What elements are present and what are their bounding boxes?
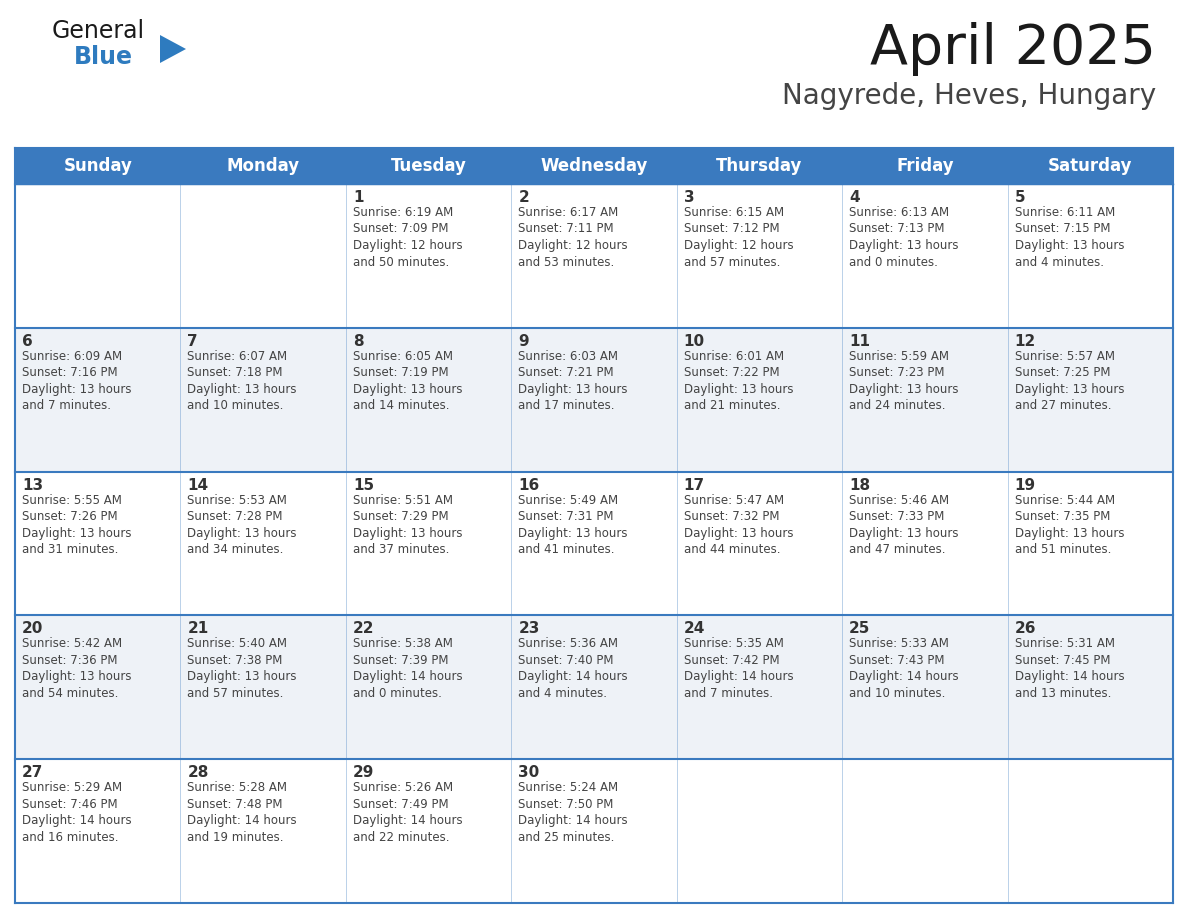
Text: Sunrise: 5:57 AM
Sunset: 7:25 PM
Daylight: 13 hours
and 27 minutes.: Sunrise: 5:57 AM Sunset: 7:25 PM Dayligh… [1015, 350, 1124, 412]
Text: Sunrise: 5:28 AM
Sunset: 7:48 PM
Daylight: 14 hours
and 19 minutes.: Sunrise: 5:28 AM Sunset: 7:48 PM Dayligh… [188, 781, 297, 844]
Text: Sunrise: 5:46 AM
Sunset: 7:33 PM
Daylight: 13 hours
and 47 minutes.: Sunrise: 5:46 AM Sunset: 7:33 PM Dayligh… [849, 494, 959, 556]
Text: 7: 7 [188, 334, 198, 349]
Polygon shape [160, 35, 187, 63]
Text: General: General [52, 19, 145, 43]
Text: 26: 26 [1015, 621, 1036, 636]
Text: Sunrise: 6:05 AM
Sunset: 7:19 PM
Daylight: 13 hours
and 14 minutes.: Sunrise: 6:05 AM Sunset: 7:19 PM Dayligh… [353, 350, 462, 412]
Text: Sunrise: 5:33 AM
Sunset: 7:43 PM
Daylight: 14 hours
and 10 minutes.: Sunrise: 5:33 AM Sunset: 7:43 PM Dayligh… [849, 637, 959, 700]
Bar [15, 184, 1173, 328]
Text: 14: 14 [188, 477, 209, 493]
Text: 27: 27 [23, 766, 44, 780]
Text: 24: 24 [684, 621, 706, 636]
Text: Sunrise: 6:13 AM
Sunset: 7:13 PM
Daylight: 13 hours
and 0 minutes.: Sunrise: 6:13 AM Sunset: 7:13 PM Dayligh… [849, 206, 959, 268]
Text: Sunrise: 6:07 AM
Sunset: 7:18 PM
Daylight: 13 hours
and 10 minutes.: Sunrise: 6:07 AM Sunset: 7:18 PM Dayligh… [188, 350, 297, 412]
Text: 1: 1 [353, 190, 364, 205]
Bar [15, 759, 1173, 903]
Text: 29: 29 [353, 766, 374, 780]
Text: Sunrise: 5:36 AM
Sunset: 7:40 PM
Daylight: 14 hours
and 4 minutes.: Sunrise: 5:36 AM Sunset: 7:40 PM Dayligh… [518, 637, 628, 700]
Text: 8: 8 [353, 334, 364, 349]
Text: 17: 17 [684, 477, 704, 493]
Text: 13: 13 [23, 477, 43, 493]
Bar [15, 148, 1173, 184]
Text: Sunrise: 5:53 AM
Sunset: 7:28 PM
Daylight: 13 hours
and 34 minutes.: Sunrise: 5:53 AM Sunset: 7:28 PM Dayligh… [188, 494, 297, 556]
Text: Sunday: Sunday [63, 157, 132, 175]
Text: 16: 16 [518, 477, 539, 493]
Text: 6: 6 [23, 334, 33, 349]
Text: 22: 22 [353, 621, 374, 636]
Text: 21: 21 [188, 621, 209, 636]
Text: Sunrise: 6:15 AM
Sunset: 7:12 PM
Daylight: 12 hours
and 57 minutes.: Sunrise: 6:15 AM Sunset: 7:12 PM Dayligh… [684, 206, 794, 268]
Text: Sunrise: 6:01 AM
Sunset: 7:22 PM
Daylight: 13 hours
and 21 minutes.: Sunrise: 6:01 AM Sunset: 7:22 PM Dayligh… [684, 350, 794, 412]
Text: Sunrise: 6:19 AM
Sunset: 7:09 PM
Daylight: 12 hours
and 50 minutes.: Sunrise: 6:19 AM Sunset: 7:09 PM Dayligh… [353, 206, 462, 268]
Text: 19: 19 [1015, 477, 1036, 493]
Text: Saturday: Saturday [1048, 157, 1132, 175]
Text: 12: 12 [1015, 334, 1036, 349]
Text: 28: 28 [188, 766, 209, 780]
Text: 11: 11 [849, 334, 870, 349]
Text: 25: 25 [849, 621, 871, 636]
Text: 20: 20 [23, 621, 44, 636]
Text: Friday: Friday [896, 157, 954, 175]
Text: Sunrise: 5:55 AM
Sunset: 7:26 PM
Daylight: 13 hours
and 31 minutes.: Sunrise: 5:55 AM Sunset: 7:26 PM Dayligh… [23, 494, 132, 556]
Text: Sunrise: 5:59 AM
Sunset: 7:23 PM
Daylight: 13 hours
and 24 minutes.: Sunrise: 5:59 AM Sunset: 7:23 PM Dayligh… [849, 350, 959, 412]
Text: 15: 15 [353, 477, 374, 493]
Bar [15, 328, 1173, 472]
Text: Sunrise: 5:38 AM
Sunset: 7:39 PM
Daylight: 14 hours
and 0 minutes.: Sunrise: 5:38 AM Sunset: 7:39 PM Dayligh… [353, 637, 462, 700]
Text: Sunrise: 6:09 AM
Sunset: 7:16 PM
Daylight: 13 hours
and 7 minutes.: Sunrise: 6:09 AM Sunset: 7:16 PM Dayligh… [23, 350, 132, 412]
Text: Sunrise: 5:44 AM
Sunset: 7:35 PM
Daylight: 13 hours
and 51 minutes.: Sunrise: 5:44 AM Sunset: 7:35 PM Dayligh… [1015, 494, 1124, 556]
Bar [15, 615, 1173, 759]
Text: Sunrise: 5:47 AM
Sunset: 7:32 PM
Daylight: 13 hours
and 44 minutes.: Sunrise: 5:47 AM Sunset: 7:32 PM Dayligh… [684, 494, 794, 556]
Text: Sunrise: 5:31 AM
Sunset: 7:45 PM
Daylight: 14 hours
and 13 minutes.: Sunrise: 5:31 AM Sunset: 7:45 PM Dayligh… [1015, 637, 1124, 700]
Text: 4: 4 [849, 190, 860, 205]
Text: Nagyrede, Heves, Hungary: Nagyrede, Heves, Hungary [782, 82, 1156, 110]
Text: Blue: Blue [74, 45, 133, 69]
Text: Sunrise: 5:51 AM
Sunset: 7:29 PM
Daylight: 13 hours
and 37 minutes.: Sunrise: 5:51 AM Sunset: 7:29 PM Dayligh… [353, 494, 462, 556]
Text: April 2025: April 2025 [870, 22, 1156, 76]
Text: Sunrise: 6:11 AM
Sunset: 7:15 PM
Daylight: 13 hours
and 4 minutes.: Sunrise: 6:11 AM Sunset: 7:15 PM Dayligh… [1015, 206, 1124, 268]
Text: Wednesday: Wednesday [541, 157, 647, 175]
Text: Sunrise: 5:35 AM
Sunset: 7:42 PM
Daylight: 14 hours
and 7 minutes.: Sunrise: 5:35 AM Sunset: 7:42 PM Dayligh… [684, 637, 794, 700]
Text: Sunrise: 5:42 AM
Sunset: 7:36 PM
Daylight: 13 hours
and 54 minutes.: Sunrise: 5:42 AM Sunset: 7:36 PM Dayligh… [23, 637, 132, 700]
Text: Monday: Monday [227, 157, 299, 175]
Text: 2: 2 [518, 190, 529, 205]
Text: 3: 3 [684, 190, 694, 205]
Text: 9: 9 [518, 334, 529, 349]
Text: 18: 18 [849, 477, 871, 493]
Text: Sunrise: 5:49 AM
Sunset: 7:31 PM
Daylight: 13 hours
and 41 minutes.: Sunrise: 5:49 AM Sunset: 7:31 PM Dayligh… [518, 494, 627, 556]
Text: Sunrise: 5:29 AM
Sunset: 7:46 PM
Daylight: 14 hours
and 16 minutes.: Sunrise: 5:29 AM Sunset: 7:46 PM Dayligh… [23, 781, 132, 844]
Text: 5: 5 [1015, 190, 1025, 205]
Text: Tuesday: Tuesday [391, 157, 467, 175]
Text: Sunrise: 5:24 AM
Sunset: 7:50 PM
Daylight: 14 hours
and 25 minutes.: Sunrise: 5:24 AM Sunset: 7:50 PM Dayligh… [518, 781, 628, 844]
Text: 10: 10 [684, 334, 704, 349]
Text: 23: 23 [518, 621, 539, 636]
Text: 30: 30 [518, 766, 539, 780]
Text: Sunrise: 6:17 AM
Sunset: 7:11 PM
Daylight: 12 hours
and 53 minutes.: Sunrise: 6:17 AM Sunset: 7:11 PM Dayligh… [518, 206, 628, 268]
Text: Thursday: Thursday [716, 157, 803, 175]
Bar [15, 472, 1173, 615]
Text: Sunrise: 5:26 AM
Sunset: 7:49 PM
Daylight: 14 hours
and 22 minutes.: Sunrise: 5:26 AM Sunset: 7:49 PM Dayligh… [353, 781, 462, 844]
Text: Sunrise: 5:40 AM
Sunset: 7:38 PM
Daylight: 13 hours
and 57 minutes.: Sunrise: 5:40 AM Sunset: 7:38 PM Dayligh… [188, 637, 297, 700]
Text: Sunrise: 6:03 AM
Sunset: 7:21 PM
Daylight: 13 hours
and 17 minutes.: Sunrise: 6:03 AM Sunset: 7:21 PM Dayligh… [518, 350, 627, 412]
